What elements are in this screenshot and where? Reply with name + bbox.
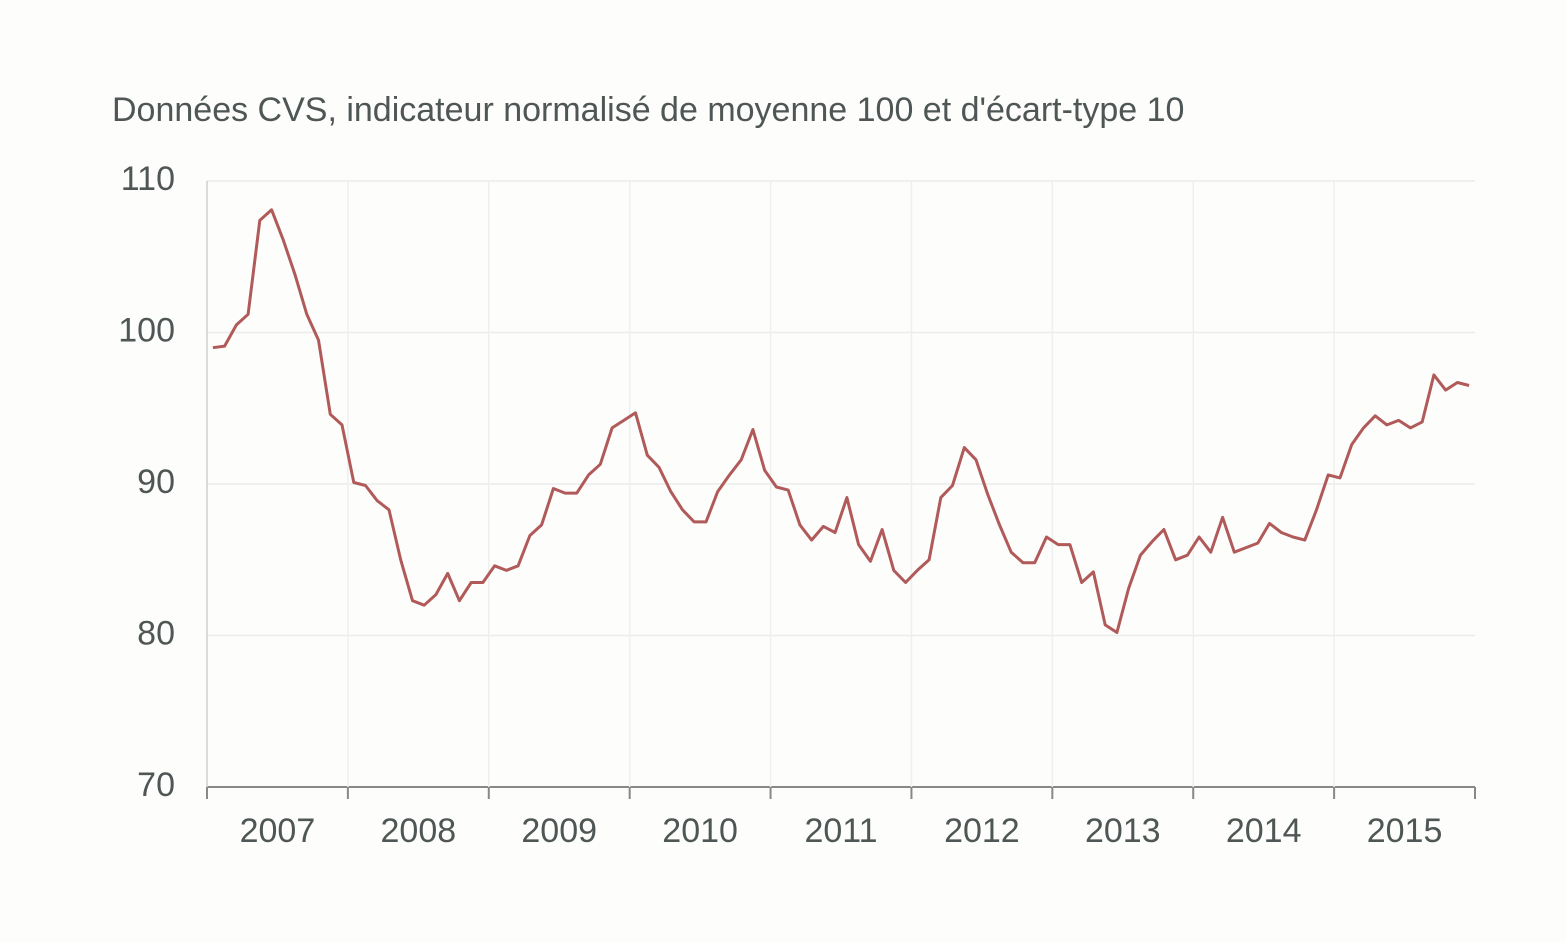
x-tick-label: 2014 — [1226, 812, 1302, 850]
y-tick-label: 90 — [137, 463, 175, 501]
series-line — [212, 208, 1470, 634]
x-tick-label: 2010 — [662, 812, 738, 850]
x-tick-label: 2008 — [381, 812, 457, 850]
x-tick-label: 2007 — [240, 812, 316, 850]
chart-subtitle: Données CVS, indicateur normalisé de moy… — [112, 91, 1184, 129]
y-tick-label: 100 — [118, 311, 175, 349]
y-tick-label: 70 — [137, 766, 175, 804]
x-tick-label: 2013 — [1085, 812, 1161, 850]
x-tick-label: 2009 — [521, 812, 597, 850]
x-tick-label: 2015 — [1367, 812, 1443, 850]
x-tick-label: 2012 — [944, 812, 1020, 850]
y-tick-label: 110 — [121, 160, 175, 198]
y-tick-label: 80 — [137, 614, 175, 652]
x-tick-label: 2011 — [804, 812, 877, 850]
